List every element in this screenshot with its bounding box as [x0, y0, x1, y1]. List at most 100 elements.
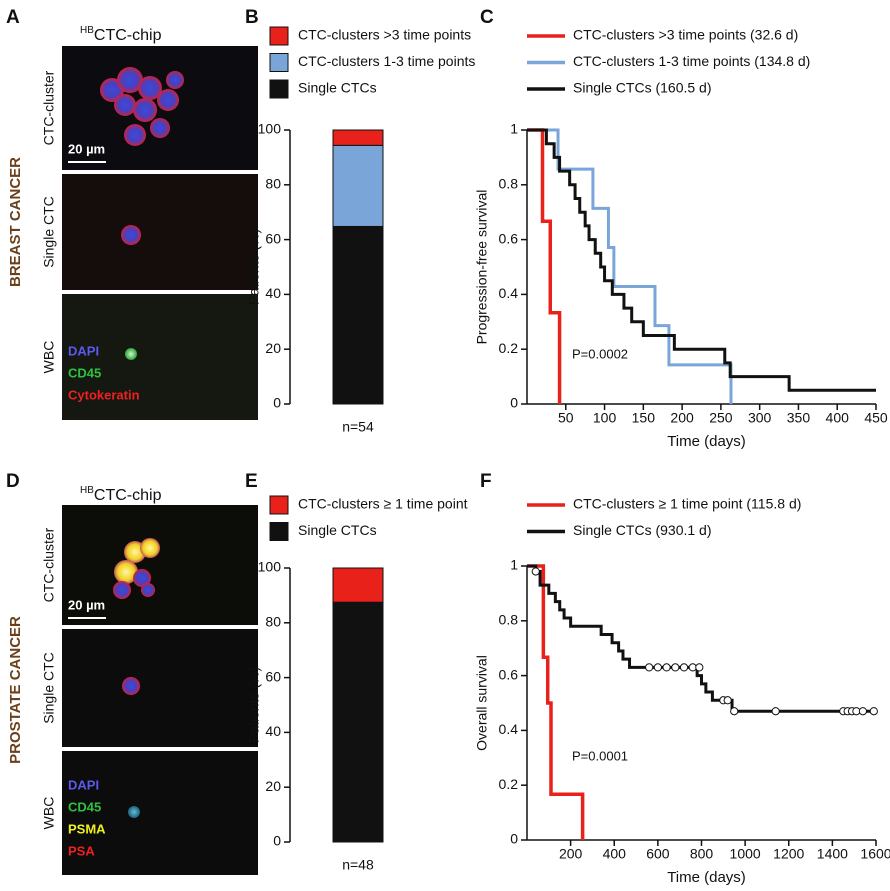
y-tick-label: 0.4 — [499, 721, 519, 737]
y-tick-label: 80 — [265, 176, 281, 192]
y-tick-label: 60 — [265, 668, 281, 684]
censor-mark — [869, 707, 878, 716]
y-tick-label: 0.2 — [499, 776, 519, 792]
censor-mark — [695, 663, 704, 672]
y-tick-label: 0 — [510, 831, 518, 847]
x-axis-label: Time (days) — [667, 433, 746, 450]
legend-swatch — [269, 53, 289, 72]
cell — [121, 225, 141, 245]
legend-label: CTC-clusters >3 time points (32.6 d) — [573, 27, 798, 43]
row-label: WBC — [41, 797, 57, 830]
micrograph — [62, 629, 258, 747]
row-label: CTC-cluster — [41, 527, 57, 602]
legend-label: Single CTCs (160.5 d) — [573, 80, 712, 96]
panel-letter: A — [6, 7, 20, 28]
y-tick-label: 100 — [258, 121, 282, 137]
legend-swatch — [269, 522, 289, 541]
legend-swatch — [269, 79, 289, 99]
panel-a: A HBCTC-chip 20 µm DAPI CD45 Cytokeratin… — [6, 7, 258, 420]
censor-mark — [730, 707, 739, 716]
image-title: HBCTC-chip — [80, 485, 162, 505]
censor-mark — [679, 663, 689, 672]
x-tick-label: 250 — [709, 410, 733, 426]
y-axis-label: Progression-free survival — [474, 190, 490, 345]
censor-mark — [671, 663, 680, 672]
superscript: HB — [80, 485, 94, 496]
y-tick-label: 40 — [265, 285, 281, 301]
legend-label: Single CTCs — [298, 80, 377, 96]
side-label: BREAST CANCER — [7, 157, 24, 287]
stain-label: PSA — [68, 843, 95, 858]
x-tick-label: n=54 — [342, 419, 374, 435]
y-tick-label: 0 — [273, 833, 281, 849]
legend-swatch — [269, 495, 289, 515]
y-axis-label: Patients (%) — [246, 229, 262, 305]
stain-label: DAPI — [68, 777, 99, 792]
x-axis-label: Time (days) — [667, 869, 746, 886]
y-tick-label: 20 — [265, 778, 281, 794]
y-tick-label: 40 — [265, 723, 281, 739]
survival-curve — [527, 128, 562, 404]
x-tick-label: 400 — [603, 846, 627, 862]
image-title: HBCTC-chip — [80, 25, 162, 45]
x-tick-label: 1400 — [817, 846, 848, 862]
censor-mark — [771, 707, 780, 716]
p-value: P=0.0001 — [572, 748, 628, 763]
panel-letter: B — [245, 7, 259, 28]
legend-label: CTC-clusters ≥ 1 time point (115.8 d) — [573, 496, 801, 512]
cell — [122, 677, 140, 695]
x-tick-label: 1600 — [860, 846, 890, 862]
y-tick-label: 60 — [265, 230, 281, 246]
row-label: WBC — [41, 341, 57, 374]
scale-label: 20 µm — [68, 597, 105, 612]
bar-segment — [332, 225, 384, 405]
cell — [125, 348, 137, 360]
censor-mark — [662, 663, 671, 672]
stain-label: CD45 — [68, 799, 101, 814]
censor-mark — [645, 663, 654, 672]
stain-label: DAPI — [68, 343, 99, 358]
y-tick-label: 100 — [258, 559, 282, 575]
x-tick-label: 350 — [787, 410, 811, 426]
p-value: P=0.0002 — [572, 346, 628, 361]
x-tick-label: 1200 — [773, 846, 804, 862]
y-tick-label: 20 — [265, 340, 281, 356]
micrograph — [62, 751, 258, 875]
scale-label: 20 µm — [68, 141, 105, 156]
x-tick-label: 800 — [690, 846, 714, 862]
legend-label: CTC-clusters 1-3 time points — [298, 53, 475, 69]
x-tick-label: 200 — [559, 846, 583, 862]
side-label: PROSTATE CANCER — [7, 616, 24, 764]
superscript: HB — [80, 25, 94, 36]
y-axis-label: Overall survival — [474, 655, 490, 751]
row-label: CTC-cluster — [41, 70, 57, 145]
legend-label: Single CTCs — [298, 522, 377, 538]
y-tick-label: 0.8 — [499, 176, 519, 192]
x-tick-label: 200 — [670, 410, 694, 426]
censor-mark — [653, 663, 662, 672]
micrograph — [62, 294, 258, 420]
bar-segment — [332, 129, 384, 146]
x-tick-label: 50 — [558, 410, 574, 426]
micrograph — [62, 46, 258, 170]
legend-label: Single CTCs (930.1 d) — [573, 522, 712, 538]
legend-label: CTC-clusters 1-3 time points (134.8 d) — [573, 53, 810, 69]
panel-d: D HBCTC-chip 20 µm DAPI CD45 PSMA PSA CT… — [6, 471, 258, 875]
x-tick-label: 100 — [593, 410, 617, 426]
panel-letter: D — [6, 471, 20, 492]
y-tick-label: 0 — [510, 395, 518, 411]
stain-label: Cytokeratin — [68, 387, 140, 402]
row-label: Single CTC — [41, 652, 57, 724]
micrograph — [62, 505, 258, 625]
title: CTC-chip — [94, 487, 162, 504]
micrograph — [62, 174, 258, 290]
bar-segment — [332, 567, 384, 603]
title: CTC-chip — [94, 27, 162, 44]
cell-cluster — [100, 67, 184, 146]
y-tick-label: 0.6 — [499, 230, 519, 246]
censor-mark — [858, 707, 868, 716]
x-tick-label: 400 — [826, 410, 850, 426]
panel-letter: E — [245, 471, 258, 492]
y-tick-label: 0 — [273, 395, 281, 411]
